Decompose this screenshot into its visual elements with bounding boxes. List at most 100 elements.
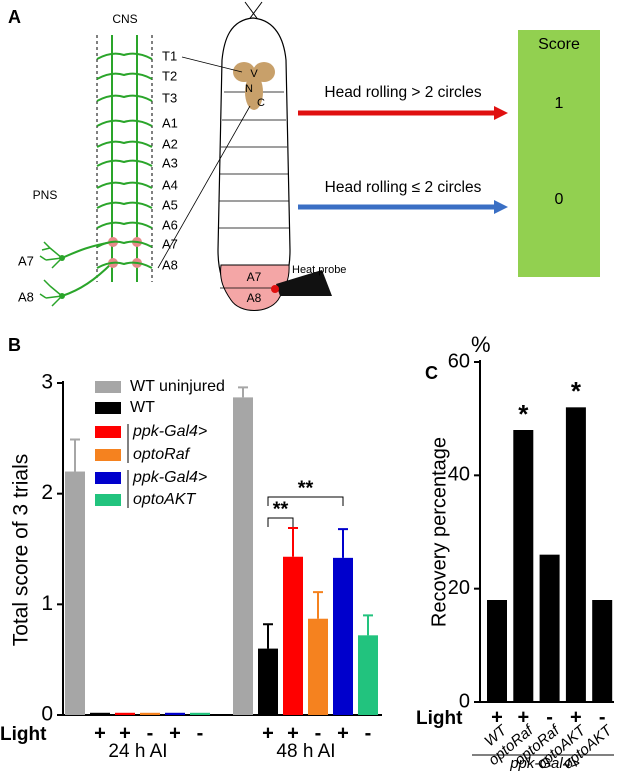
nerve bbox=[96, 52, 153, 60]
nerve bbox=[96, 140, 153, 148]
bar bbox=[308, 618, 328, 715]
error-bar bbox=[338, 528, 348, 558]
nerve bbox=[96, 159, 153, 167]
segment-label: T2 bbox=[162, 68, 177, 83]
segment-label: A4 bbox=[162, 177, 178, 192]
nerve bbox=[96, 94, 153, 102]
nerve bbox=[96, 119, 153, 127]
vnc-letter: C bbox=[257, 97, 265, 109]
arrow-head bbox=[494, 106, 508, 120]
bar bbox=[283, 556, 303, 715]
light-sign: + bbox=[119, 722, 131, 744]
bar bbox=[487, 600, 507, 702]
panel-label: C bbox=[425, 363, 438, 383]
scoring: Head rolling > 2 circles Head rolling ≤ … bbox=[298, 30, 600, 277]
panel-label: B bbox=[8, 335, 21, 355]
x-tick-label: 48 h AI bbox=[276, 741, 335, 762]
y-axis-title: Total score of 3 trials bbox=[10, 454, 33, 647]
y-tick-label: 0 bbox=[41, 703, 53, 726]
error-bar bbox=[70, 438, 80, 472]
segment-label: A3 bbox=[162, 155, 178, 170]
nerve bbox=[96, 261, 153, 269]
legend-swatch bbox=[95, 449, 121, 461]
y-axis-title: Recovery percentage bbox=[428, 437, 450, 627]
y-tick-label: 1 bbox=[41, 592, 53, 615]
light-sign: + bbox=[287, 722, 299, 744]
segment-label: A5 bbox=[162, 197, 178, 212]
segment-label: A8 bbox=[162, 257, 178, 272]
legend-label: WT uninjured bbox=[130, 378, 225, 395]
score-box bbox=[518, 30, 600, 277]
cns-label: CNS bbox=[112, 12, 137, 26]
error-bar bbox=[288, 526, 298, 557]
y-unit: % bbox=[471, 332, 491, 357]
significance-label: ** bbox=[298, 477, 314, 499]
segment-label: A7 bbox=[247, 270, 262, 284]
legend-swatch bbox=[95, 402, 121, 414]
y-tick-label: 0 bbox=[459, 690, 470, 712]
score-title: Score bbox=[538, 36, 580, 53]
bar bbox=[565, 407, 586, 702]
dendrites bbox=[39, 241, 63, 307]
segment-label: T3 bbox=[162, 90, 177, 105]
bar bbox=[90, 712, 110, 715]
bar bbox=[65, 471, 85, 715]
x-axis-title: ppk-Gal4> bbox=[509, 755, 580, 772]
legend-swatch bbox=[95, 472, 121, 484]
segment-label: A7 bbox=[162, 236, 178, 251]
legend-label: WT bbox=[130, 399, 155, 416]
significance-label: ** bbox=[273, 498, 289, 520]
panel-label: A bbox=[8, 7, 21, 27]
light-sign: - bbox=[197, 722, 204, 744]
bar bbox=[539, 554, 560, 702]
vnc bbox=[245, 74, 263, 110]
bar bbox=[513, 430, 534, 702]
error-bar bbox=[313, 591, 323, 619]
nerve bbox=[96, 240, 153, 248]
bar bbox=[333, 557, 353, 715]
significance-label: * bbox=[571, 376, 582, 406]
y-tick-label: 40 bbox=[448, 464, 470, 486]
legend-label: ppk-Gal4> bbox=[132, 423, 207, 440]
legend-label: optoRaf bbox=[133, 446, 191, 463]
segment-label: A1 bbox=[162, 115, 178, 130]
bar bbox=[358, 635, 378, 715]
behavior-text: Head rolling ≤ 2 circles bbox=[325, 179, 482, 196]
light-sign: - bbox=[546, 706, 553, 728]
bar bbox=[592, 600, 613, 702]
pns-nerve bbox=[61, 241, 113, 297]
bar bbox=[115, 712, 135, 715]
vnc-letter: N bbox=[245, 83, 253, 95]
light-sign: - bbox=[315, 722, 322, 744]
light-sign: + bbox=[337, 722, 349, 744]
bar bbox=[258, 648, 278, 715]
legend-label: ppk-Gal4> bbox=[132, 469, 207, 486]
bar bbox=[233, 397, 253, 715]
neuron bbox=[59, 293, 65, 299]
segment-label: A6 bbox=[162, 217, 178, 232]
pns-label: PNS bbox=[33, 188, 58, 202]
significance-bracket bbox=[267, 496, 344, 506]
error-bar bbox=[363, 614, 373, 636]
nerve bbox=[96, 181, 153, 189]
y-tick-label: 60 bbox=[448, 350, 470, 372]
y-tick-label: 2 bbox=[41, 481, 53, 504]
neuron bbox=[59, 255, 65, 261]
arrow-head bbox=[494, 200, 508, 214]
segment-label: A2 bbox=[162, 136, 178, 151]
larva: V N C A7 A8 Heat probe bbox=[157, 1, 346, 311]
light-sign: + bbox=[517, 706, 529, 728]
neuron-label: A8 bbox=[18, 289, 34, 304]
light-sign: - bbox=[365, 722, 372, 744]
probe-label: Heat probe bbox=[292, 264, 346, 276]
y-tick-label: 20 bbox=[448, 577, 470, 599]
bar bbox=[165, 712, 185, 715]
legend-swatch bbox=[95, 494, 121, 506]
light-sign: + bbox=[94, 722, 106, 744]
segment-label: T1 bbox=[162, 48, 177, 63]
probe-tip bbox=[271, 285, 279, 293]
score-value: 1 bbox=[555, 95, 564, 112]
light-sign: - bbox=[599, 706, 606, 728]
nerve bbox=[96, 201, 153, 209]
